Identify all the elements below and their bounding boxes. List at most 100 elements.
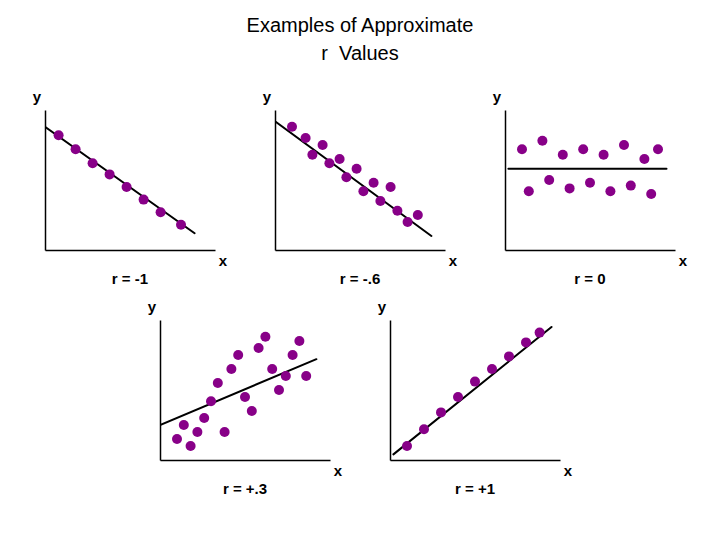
dot [578,144,588,154]
panel-title: r = +.3 [223,480,267,497]
dot [535,328,545,338]
dot [436,407,446,417]
dot [192,427,202,437]
dot [260,332,270,342]
dot [254,343,264,353]
x-axis [161,460,331,461]
x-axis [391,460,561,461]
dot [172,434,182,444]
regression-line [160,359,316,425]
y-axis-label: y [378,298,387,315]
dot [301,133,311,143]
plot-area [508,136,666,199]
dot [274,385,284,395]
dot [605,186,615,196]
axis-line [161,460,331,462]
dot [403,217,413,227]
axis-line [506,250,676,252]
plot-area [393,327,551,454]
regression-line [275,121,431,236]
dot [504,351,514,361]
dot [288,350,298,360]
dot [402,441,412,451]
dot [626,181,636,191]
dot [653,144,663,154]
panel: x y r = +.3 [148,298,343,497]
plot-area [160,332,316,451]
dot [294,336,304,346]
x-axis-label: x [219,252,228,269]
dot [524,186,534,196]
dot [226,364,236,374]
dot [179,420,189,430]
dot [156,207,166,217]
plot-area [275,121,431,236]
panel-title: r = 0 [574,270,605,287]
dot [307,150,317,160]
dot [287,122,297,132]
dot [413,210,423,220]
axis-line [505,111,507,251]
panel: xyr = -.6 [263,88,458,287]
axis-line [275,111,277,251]
dot [544,175,554,185]
plot-area [45,127,195,233]
x-axis-label: x [564,462,573,479]
axis-line [160,321,162,461]
panel: xyr = 0 [493,88,688,287]
dot [176,220,186,230]
dot [341,172,351,182]
axis-line [391,460,561,462]
dot [419,424,429,434]
dot [186,441,196,451]
regression-line [45,127,195,233]
dot [521,337,531,347]
dot [375,196,385,206]
dot [281,371,291,381]
dot [487,364,497,374]
axis-line [390,321,392,461]
dot [646,189,656,199]
dot [585,178,595,188]
dot [565,183,575,193]
dot [139,195,149,205]
regression-line [393,327,551,454]
x-axis-label: x [334,462,343,479]
y-axis [45,111,46,251]
dot [122,182,132,192]
dot [88,158,98,168]
chart-container: Examples of Approximater Valuesxyr = -1x… [0,0,720,540]
dot [369,178,379,188]
y-axis [390,321,391,461]
dot [54,130,64,140]
axis-line [46,250,216,252]
dot [318,140,328,150]
y-axis [160,321,161,461]
dot [247,406,257,416]
chart-svg: Examples of Approximater Valuesxyr = -1x… [0,0,720,540]
dot [619,140,629,150]
dot [558,150,568,160]
title: Examples of Approximate [247,14,474,36]
dot [213,378,223,388]
dot [599,150,609,160]
dot [71,144,81,154]
dot [517,144,527,154]
dot [240,392,250,402]
dot [392,206,402,216]
panel-title: r = -1 [112,270,148,287]
panel: xyr = +1 [378,298,573,497]
dot [267,364,277,374]
x-axis-label: x [679,252,688,269]
x-axis [506,250,676,251]
y-axis-label: y [33,88,42,105]
y-axis-label: y [263,88,272,105]
dot [324,158,334,168]
dot [301,371,311,381]
dot [220,427,230,437]
dot [199,413,209,423]
dot [206,396,216,406]
y-axis [275,111,276,251]
y-axis-label: y [148,298,157,315]
dot [470,377,480,387]
